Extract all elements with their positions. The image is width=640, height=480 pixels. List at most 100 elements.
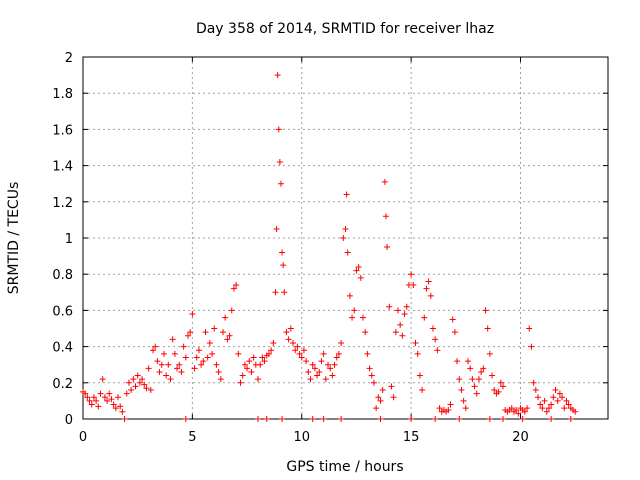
x-axis-label: GPS time / hours	[286, 459, 403, 475]
data-point	[484, 325, 491, 332]
data-point	[145, 365, 152, 372]
data-point	[143, 385, 150, 392]
data-point	[482, 307, 489, 314]
data-point	[436, 405, 443, 412]
data-point	[224, 336, 231, 343]
data-point	[285, 336, 292, 343]
data-point	[384, 244, 391, 251]
data-point	[373, 405, 380, 412]
data-point	[508, 405, 515, 412]
data-point	[432, 336, 439, 343]
data-point	[123, 390, 130, 397]
data-point	[327, 365, 334, 372]
data-point	[458, 387, 465, 394]
data-point	[263, 416, 270, 422]
data-point	[106, 390, 113, 397]
x-tick-label: 0	[79, 430, 87, 445]
data-point	[307, 376, 314, 383]
data-point	[377, 416, 384, 422]
data-point	[185, 332, 191, 339]
data-point	[331, 361, 338, 368]
x-axis-ticks: 0 5 10 15 20	[79, 57, 529, 445]
data-point	[88, 401, 95, 408]
data-point	[215, 368, 222, 375]
data-point	[283, 329, 290, 336]
data-point	[565, 401, 572, 408]
data-point	[250, 354, 257, 361]
data-point	[206, 339, 213, 346]
data-point	[163, 372, 170, 379]
data-point	[152, 343, 159, 350]
data-point	[447, 401, 454, 408]
data-point	[316, 368, 323, 375]
data-point	[160, 350, 167, 357]
data-point	[388, 383, 395, 390]
x-tick-label: 20	[512, 430, 529, 445]
data-point	[353, 267, 360, 274]
data-point	[325, 361, 331, 368]
data-point	[539, 405, 546, 412]
data-point	[121, 416, 128, 422]
data-point	[403, 303, 410, 310]
data-point	[128, 387, 135, 394]
data-point	[154, 358, 161, 365]
data-point	[386, 303, 393, 310]
data-point	[279, 249, 286, 256]
y-tick-label: 1.8	[52, 87, 73, 102]
data-point	[281, 289, 288, 296]
x-tick-label: 5	[188, 430, 196, 445]
data-point	[276, 158, 283, 165]
data-point	[473, 390, 480, 397]
data-point	[554, 397, 561, 404]
data-point	[95, 403, 102, 410]
data-point	[322, 376, 329, 383]
chart-title: Day 358 of 2014, SRMTID for receiver lha…	[196, 21, 494, 37]
data-point	[191, 365, 198, 372]
data-point	[117, 403, 124, 410]
data-point	[335, 350, 342, 357]
data-point	[351, 307, 358, 314]
data-point	[110, 401, 117, 408]
data-point	[99, 376, 106, 383]
data-point	[548, 401, 555, 408]
y-axis-label: SRMTID / TECUs	[6, 182, 22, 295]
data-point	[567, 416, 574, 422]
data-point	[280, 262, 287, 269]
data-point	[343, 191, 350, 198]
data-point	[279, 416, 286, 422]
data-point	[445, 406, 452, 413]
data-point	[259, 354, 266, 361]
data-point	[434, 347, 441, 354]
y-tick-label: 0.8	[52, 268, 73, 283]
data-point	[86, 397, 93, 404]
data-point	[471, 383, 478, 390]
data-point	[563, 397, 570, 404]
data-point	[342, 225, 349, 232]
data-point	[169, 336, 176, 343]
data-point	[244, 365, 251, 372]
data-point	[495, 388, 502, 395]
data-point	[390, 394, 397, 401]
data-point	[432, 416, 439, 422]
data-point	[421, 314, 428, 321]
data-point	[451, 329, 458, 336]
y-tick-label: 1	[65, 232, 73, 247]
data-point	[532, 387, 539, 394]
data-point	[292, 347, 299, 354]
data-point	[462, 405, 469, 412]
data-point	[513, 406, 520, 413]
data-point	[265, 350, 272, 357]
data-point	[456, 376, 463, 383]
data-point	[158, 361, 165, 368]
data-point	[454, 358, 461, 365]
data-point	[408, 271, 415, 278]
data-point	[410, 282, 417, 289]
data-point	[460, 397, 467, 404]
data-point	[401, 311, 408, 318]
data-point	[561, 405, 568, 412]
data-point	[311, 365, 318, 372]
data-point	[134, 372, 141, 379]
data-point	[340, 235, 347, 241]
data-point	[167, 376, 174, 383]
